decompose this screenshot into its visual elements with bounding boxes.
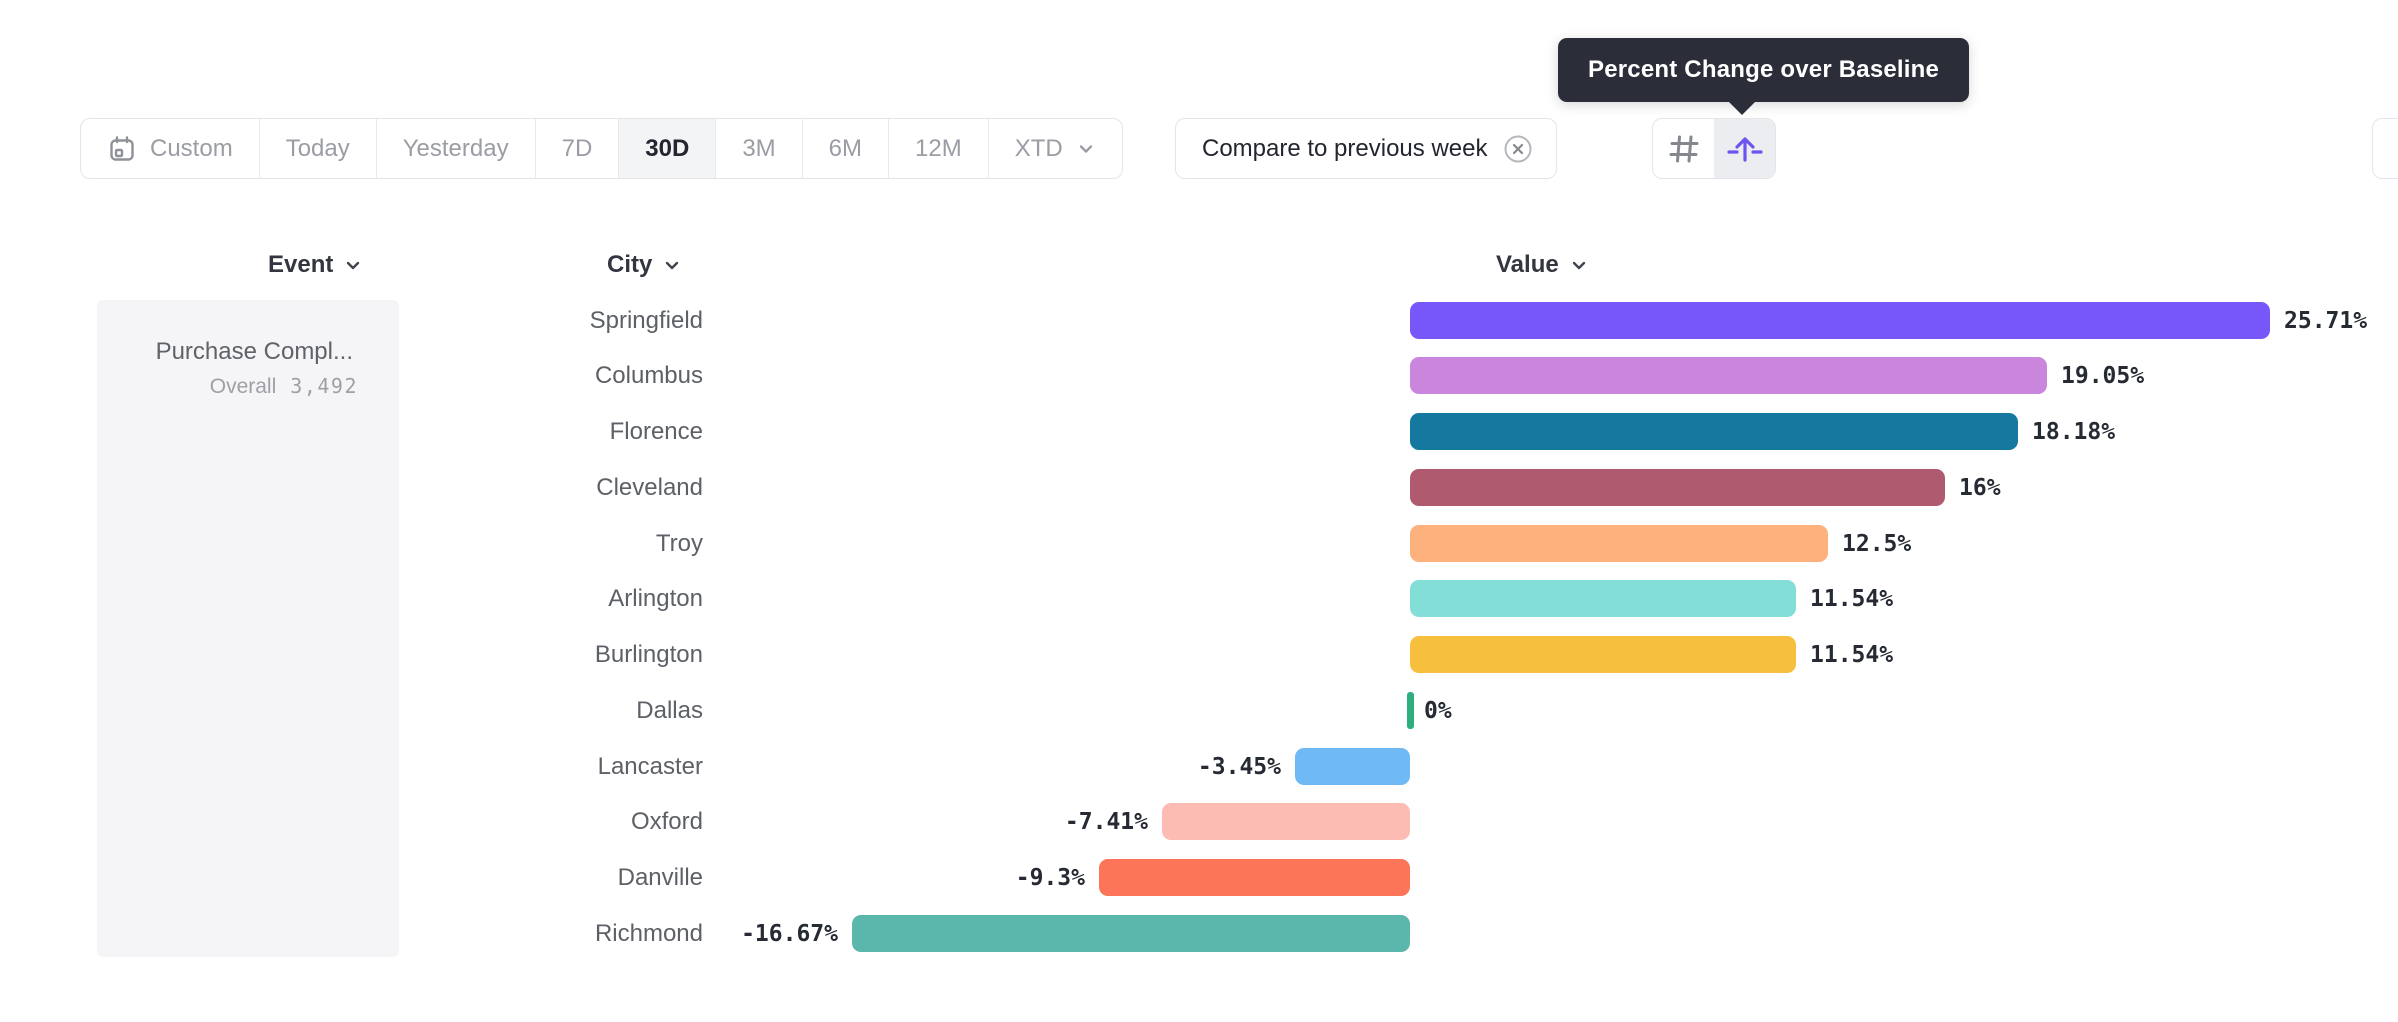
value-label: -7.41% (1064, 809, 1148, 835)
range-12m[interactable]: 12M (889, 119, 989, 178)
chevron-down-icon (347, 261, 360, 270)
event-panel[interactable]: Purchase Compl... Overall 3,492 (97, 300, 399, 957)
city-label: Lancaster (597, 753, 703, 780)
city-label: Burlington (594, 641, 703, 668)
range-3m[interactable]: 3M (716, 119, 803, 178)
date-range-control: Custom Today Yesterday 7D 30D 3M 6M 12M … (80, 118, 1123, 179)
value-label: 11.54% (1810, 642, 1894, 668)
hash-icon (1669, 135, 1698, 162)
range-xtd[interactable]: XTD (989, 119, 1122, 178)
column-header-value[interactable]: Value (1496, 248, 1589, 282)
value-label: 25.71% (2284, 308, 2368, 334)
tooltip-arrow (1728, 101, 1756, 115)
bar[interactable] (1162, 803, 1410, 840)
edge-partial-button[interactable] (2372, 118, 2398, 179)
city-label: Florence (609, 418, 703, 445)
city-label: Columbus (594, 362, 703, 389)
bar[interactable] (1295, 748, 1410, 785)
city-label: Richmond (594, 920, 703, 947)
uplift-view-toggle[interactable] (1714, 119, 1775, 178)
city-label: Troy (655, 530, 703, 557)
city-label: Oxford (630, 808, 703, 835)
range-30d[interactable]: 30D (619, 119, 717, 178)
bar[interactable] (1410, 302, 2270, 339)
calendar-icon (110, 135, 134, 161)
compare-button[interactable]: Compare to previous week (1175, 118, 1558, 179)
value-label: -9.3% (1015, 865, 1085, 891)
bar[interactable] (1410, 636, 1796, 673)
value-label: -16.67% (741, 921, 838, 947)
value-label: 0% (1424, 698, 1452, 724)
chevron-down-icon (1572, 261, 1585, 270)
city-label: Arlington (608, 585, 703, 612)
baseline-tick (1407, 692, 1414, 729)
overall-value: 3,492 (290, 374, 358, 398)
bar[interactable] (1410, 413, 2018, 450)
value-label: 18.18% (2032, 419, 2116, 445)
value-label: 16% (1959, 475, 2001, 501)
value-label: 11.54% (1810, 586, 1894, 612)
event-name: Purchase Compl... (155, 338, 353, 365)
bar[interactable] (1410, 525, 1828, 562)
view-toggle-group (1652, 118, 1776, 179)
compare-label: Compare to previous week (1202, 134, 1488, 162)
dismiss-circle-icon[interactable] (1502, 133, 1534, 165)
chevron-down-icon (1079, 144, 1092, 153)
value-label: 19.05% (2061, 363, 2145, 389)
tooltip-text: Percent Change over Baseline (1588, 56, 1940, 83)
value-label: -3.45% (1197, 754, 1281, 780)
bar[interactable] (1410, 580, 1796, 617)
range-custom-label: Custom (150, 134, 233, 162)
column-header-event[interactable]: Event (268, 248, 363, 282)
city-label: Dallas (636, 697, 703, 724)
city-label: Danville (617, 864, 703, 891)
event-overall: Overall 3,492 (117, 374, 358, 399)
bar[interactable] (1410, 469, 1945, 506)
range-yesterday[interactable]: Yesterday (377, 119, 536, 178)
overall-label: Overall (209, 375, 277, 398)
uplift-arrow-icon (1726, 136, 1763, 162)
range-6m[interactable]: 6M (803, 119, 889, 178)
city-label: Cleveland (596, 474, 703, 501)
city-label: Springfield (589, 307, 703, 334)
column-header-city[interactable]: City (607, 248, 682, 282)
range-7d[interactable]: 7D (536, 119, 620, 178)
value-label: 12.5% (1842, 531, 1912, 557)
range-today[interactable]: Today (260, 119, 377, 178)
chevron-down-icon (666, 261, 679, 270)
tooltip-percent-change: Percent Change over Baseline (1558, 38, 1970, 115)
bar[interactable] (1410, 357, 2047, 394)
bar[interactable] (852, 915, 1410, 952)
range-custom[interactable]: Custom (81, 119, 260, 178)
bar[interactable] (1099, 859, 1410, 896)
grid-view-toggle[interactable] (1653, 119, 1714, 178)
